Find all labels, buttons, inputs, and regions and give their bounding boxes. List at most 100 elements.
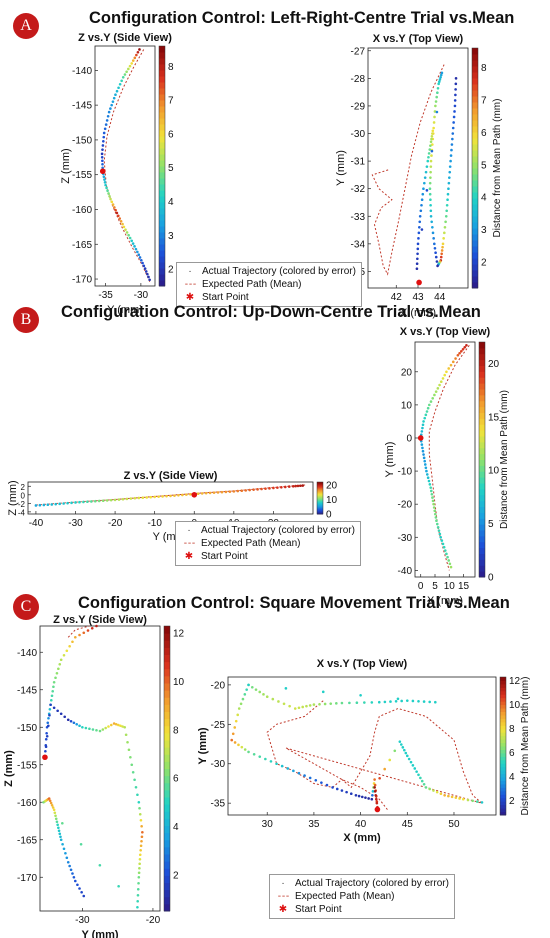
colorbar-segment [479, 347, 485, 355]
colorbar-segment [500, 783, 506, 788]
colorbar-segment [159, 148, 165, 155]
colorbar-segment [164, 740, 170, 748]
trajectory-point [108, 194, 111, 198]
colorbar-segment [159, 70, 165, 77]
colorbar-segment [479, 541, 485, 549]
trajectory-point [71, 640, 74, 644]
trajectory-point [329, 702, 333, 705]
y-axis-label: Y (mm) [197, 727, 209, 764]
y-axis-label: Z (mm) [60, 148, 72, 183]
trajectory-point [444, 214, 448, 218]
colorbar-label: Distance from Mean Path (mm) [499, 390, 510, 529]
colorbar-segment [159, 214, 165, 221]
trajectory-point [420, 203, 423, 207]
trajectory-point [428, 787, 432, 791]
colorbar-segment [472, 156, 478, 163]
colorbar-segment [164, 903, 170, 912]
trajectory-point [416, 242, 420, 246]
colorbar-tick-label: 8 [509, 724, 515, 735]
trajectory-point [136, 899, 139, 903]
trajectory-point [66, 501, 69, 505]
colorbar-tick-label: 20 [488, 359, 500, 370]
trajectory-point [440, 71, 444, 75]
trajectory-point [276, 486, 279, 489]
trajectory-point [73, 635, 77, 639]
colorbar-segment [500, 763, 506, 768]
trajectory-point [137, 496, 141, 500]
start-point-marker [191, 492, 198, 498]
colorbar-segment [500, 680, 506, 685]
trajectory-point [139, 848, 142, 852]
colorbar-segment [500, 735, 506, 740]
trajectory-point [433, 242, 436, 246]
colorbar-segment [159, 220, 165, 227]
trajectory-point [55, 671, 59, 675]
trajectory-point [45, 734, 49, 738]
trajectory-point [446, 192, 450, 196]
trajectory-point [434, 390, 438, 393]
trajectory-point [133, 56, 137, 60]
colorbar-tick-label: 0 [488, 573, 494, 584]
colorbar-segment [164, 868, 170, 876]
y-tick-label: -4 [18, 508, 26, 517]
colorbar-segment [472, 54, 478, 61]
trajectory-point [363, 701, 366, 704]
colorbar-segment [317, 494, 323, 497]
trajectory-point [125, 497, 129, 501]
trajectory-point [55, 820, 59, 824]
trajectory-point [420, 430, 424, 433]
trajectory-point [78, 633, 81, 637]
colorbar-segment [317, 490, 323, 492]
trajectory-point [52, 685, 55, 689]
colorbar-segment [164, 804, 170, 812]
y-tick-label: -29 [351, 101, 366, 112]
plot-area-frame [39, 625, 161, 912]
trajectory-point [348, 701, 351, 705]
trajectory-point [86, 500, 89, 504]
colorbar-tick-label: 3 [481, 225, 487, 236]
trajectory-point [383, 700, 387, 704]
colorbar-segment [317, 508, 323, 510]
trajectory-point [400, 743, 403, 746]
colorbar-segment [479, 394, 485, 402]
trajectory-point [200, 492, 204, 495]
trajectory-point [436, 86, 440, 90]
trajectory-point [403, 748, 406, 752]
colorbar-segment [472, 144, 478, 151]
x-tick-label: -30 [68, 518, 83, 529]
trajectory-point [377, 700, 381, 704]
colorbar-segment [500, 711, 506, 716]
colorbar-segment [479, 571, 485, 578]
trajectory-point [137, 800, 141, 804]
trajectory-point [466, 798, 470, 802]
trajectory-point [429, 198, 432, 202]
trajectory-point [442, 237, 445, 240]
colorbar-segment [317, 486, 323, 488]
x-tick-label: -30 [134, 290, 149, 301]
x-tick-label: 15 [458, 581, 470, 592]
trajectory-point [53, 811, 57, 815]
start-point-marker [99, 168, 106, 175]
trajectory-point [50, 694, 54, 698]
colorbar-segment [317, 489, 323, 491]
legend-start-label: Start Point [295, 904, 342, 915]
colorbar-segment [479, 524, 485, 531]
trajectory-point [303, 774, 306, 777]
trajectory-point [432, 506, 436, 509]
trajectory-point [147, 275, 150, 279]
trajectory-point [441, 542, 445, 546]
trajectory-point [79, 842, 83, 846]
colorbar-segment [500, 804, 506, 809]
chart-c-top-view: X vs.Y (Top View) 30 35 40 45 50 -20 -25 -30 -35 X… [197, 658, 531, 844]
colorbar-segment [479, 436, 485, 443]
trajectory-point [185, 493, 188, 496]
trajectory-point [415, 267, 419, 270]
legend-actual-label: Actual Trajectory (colored by error) [202, 266, 356, 277]
x-tick-label: 40 [355, 819, 367, 830]
trajectory-point [105, 186, 108, 190]
trajectory-point [265, 695, 269, 699]
colorbar-segment [500, 708, 506, 712]
trajectory-point [68, 864, 71, 868]
trajectory-point [282, 702, 286, 706]
colorbar-segment [159, 244, 165, 251]
